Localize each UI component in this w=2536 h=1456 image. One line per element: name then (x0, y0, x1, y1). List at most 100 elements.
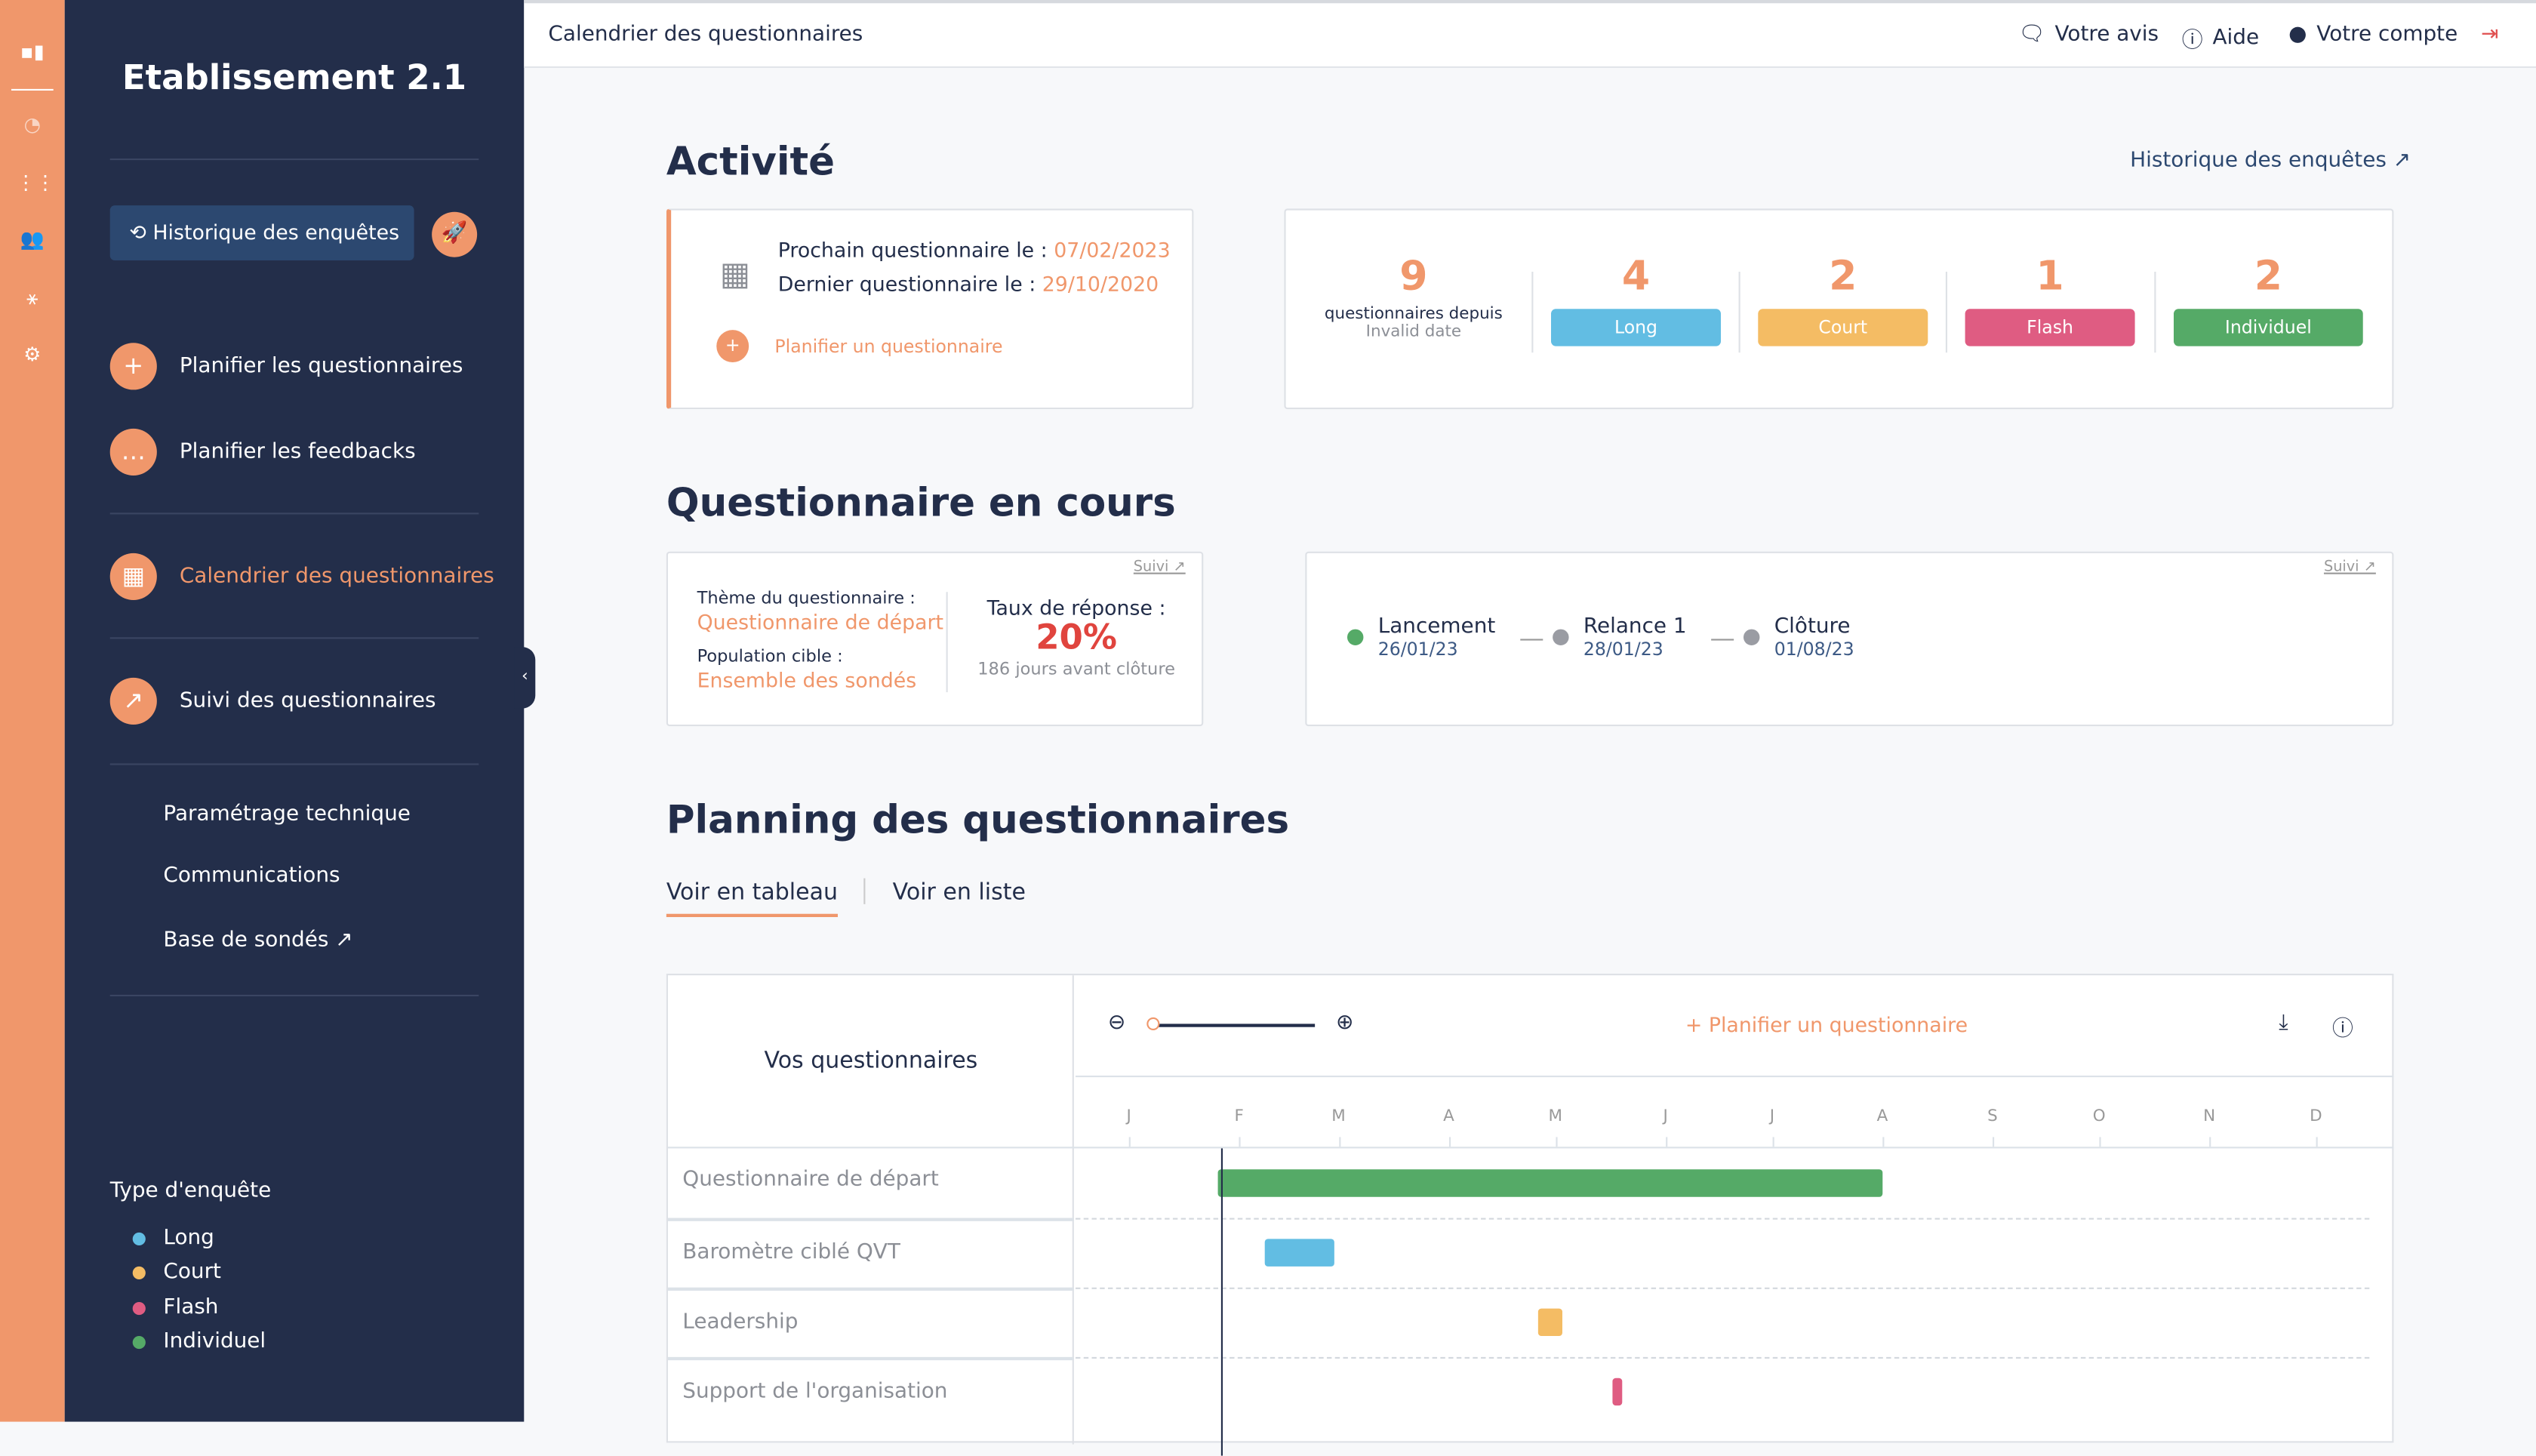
nav-respondents-base[interactable]: Base de sondés ↗ (163, 928, 352, 953)
gantt-row-label[interactable]: Questionnaire de départ (682, 1168, 939, 1193)
history-link[interactable]: Historique des enquêtes ↗ (2130, 149, 2411, 174)
month-label: J (1769, 1107, 1775, 1126)
gantt-row-label[interactable]: Leadership (668, 1287, 1074, 1357)
grid-icon[interactable]: ⋮⋮ (16, 171, 55, 195)
pie-chart-icon[interactable]: ◔ (23, 113, 42, 136)
nav-communications[interactable]: Communications (163, 863, 340, 888)
info-icon[interactable]: ⓘ (2332, 1017, 2353, 1042)
stat-court: 2 Court (1758, 211, 1928, 408)
gantt-row-label[interactable]: Support de l'organisation (668, 1356, 1074, 1427)
suivi-link[interactable]: Suivi ↗ (2323, 559, 2376, 576)
calendar-icon: ▦ (719, 254, 751, 293)
history-button[interactable]: ⟲ Historique des enquêtes (109, 205, 414, 260)
chat-icon: … (109, 427, 157, 475)
population-value: Ensemble des sondés (697, 668, 917, 693)
suivi-link[interactable]: Suivi ↗ (1133, 559, 1186, 576)
zoom-out-icon[interactable]: ⊖ (1107, 1011, 1126, 1036)
tab-table[interactable]: Voir en tableau (666, 880, 838, 917)
legend-item-court: Court (132, 1260, 221, 1284)
zoom-slider[interactable] (1153, 1024, 1316, 1027)
month-tick (1771, 1137, 1774, 1147)
user-icon: ● (2288, 23, 2307, 48)
stat-individuel: 2 Individuel (2174, 211, 2363, 408)
gantt-toolbar: ⊖ ⊕ + Planifier un questionnaire ⤓ ⓘ (1076, 975, 2394, 1078)
month-tick (2099, 1137, 2101, 1147)
month-tick (1555, 1137, 1557, 1147)
step-reminder: Relance 1 28/01/23 (1553, 614, 1687, 660)
gantt-bar[interactable] (1217, 1169, 1882, 1197)
legend-item-long: Long (132, 1226, 214, 1250)
help-icon: ⓘ (2181, 29, 2203, 54)
nav-plan-questionnaires[interactable]: + Planifier les questionnaires (109, 341, 463, 389)
feedback-link[interactable]: 🗨 Votre avis (2018, 23, 2159, 48)
nav-label: Calendrier des questionnaires (179, 563, 494, 588)
current-title: Questionnaire en cours (666, 480, 1176, 526)
current-questionnaire-card: Suivi ↗ Thème du questionnaire : Questio… (666, 551, 1204, 727)
month-tick (1128, 1137, 1131, 1147)
plan-questionnaire-button[interactable]: + Planifier un questionnaire (1685, 1012, 1968, 1037)
planning-title: Planning des questionnaires (666, 797, 1290, 843)
logout-icon[interactable]: ⇥ (2481, 23, 2499, 48)
next-label: Prochain questionnaire le : (777, 238, 1048, 263)
month-label: N (2203, 1107, 2216, 1126)
legend-title: Type d'enquête (109, 1179, 272, 1204)
activity-title: Activité (666, 139, 835, 185)
sidebar: Etablissement 2.1 ⟲ Historique des enquê… (64, 0, 525, 1422)
month-tick (1448, 1137, 1451, 1147)
nav-plan-feedbacks[interactable]: … Planifier les feedbacks (109, 427, 416, 476)
download-icon[interactable]: ⤓ (2279, 1011, 2288, 1036)
next-questionnaire-card: ▦ Prochain questionnaire le : 07/02/2023… (666, 208, 1194, 410)
establishment-title: Etablissement 2.1 (122, 58, 467, 97)
nav-tracking[interactable]: ↗ Suivi des questionnaires (109, 676, 436, 725)
plus-icon: + (716, 330, 749, 362)
calendar-icon: ▦ (109, 552, 157, 599)
gantt-bar[interactable] (1612, 1378, 1623, 1406)
view-tabs: Voir en tableau Voir en liste (666, 878, 1026, 917)
last-date: 29/10/2020 (1042, 272, 1159, 297)
gantt-bar[interactable] (1537, 1308, 1563, 1336)
plan-questionnaire-link[interactable]: + Planifier un questionnaire (716, 330, 1003, 362)
last-label: Dernier questionnaire le : (777, 272, 1036, 297)
gantt-bar[interactable] (1263, 1239, 1335, 1267)
rocket-button[interactable]: 🚀 (432, 211, 478, 257)
nav-label: Planifier les feedbacks (179, 439, 416, 463)
next-date: 07/02/2023 (1054, 238, 1171, 263)
month-tick (2316, 1137, 2318, 1147)
history-button-label: Historique des enquêtes (152, 220, 400, 245)
network-icon[interactable]: ⚹ (26, 286, 38, 309)
activity-stats-card: 9 questionnaires depuis Invalid date 4 Long… (1284, 208, 2394, 410)
nav-technical-settings[interactable]: Paramétrage technique (163, 802, 411, 827)
page-title: Calendrier des questionnaires (548, 23, 863, 48)
users-icon[interactable]: 👥 (20, 228, 45, 251)
nav-calendar[interactable]: ▦ Calendrier des questionnaires (109, 552, 494, 600)
month-tick (1239, 1137, 1241, 1147)
gantt-row-label[interactable]: Baromètre ciblé QVT (668, 1217, 1074, 1288)
nav-label: Suivi des questionnaires (179, 688, 436, 713)
step-close: Clôture 01/08/23 (1744, 614, 1854, 660)
tab-list[interactable]: Voir en liste (892, 879, 1026, 906)
month-label: D (2310, 1107, 2322, 1126)
month-tick (1882, 1137, 1885, 1147)
help-link[interactable]: ⓘ Aide (2181, 23, 2259, 54)
month-label: J (1126, 1107, 1131, 1126)
month-tick (1992, 1137, 1995, 1147)
gear-icon[interactable]: ⚙ (23, 343, 42, 366)
month-label: J (1663, 1107, 1668, 1126)
step-launch: Lancement 26/01/23 (1347, 614, 1495, 660)
collapse-sidebar-button[interactable]: ‹ (514, 647, 536, 709)
zoom-in-icon[interactable]: ⊕ (1336, 1011, 1354, 1036)
legend-item-flash: Flash (132, 1295, 218, 1320)
account-link[interactable]: ● Votre compte (2288, 23, 2458, 48)
app-rail: ▪▮ ◔ ⋮⋮ 👥 ⚹ ⚙ (0, 0, 65, 1422)
zoom-slider-handle[interactable] (1146, 1017, 1160, 1030)
chart-line-icon: ↗ (109, 676, 157, 724)
column-header: Vos questionnaires (764, 1048, 978, 1074)
stat-long: 4 Long (1551, 211, 1721, 408)
legend-item-individuel: Individuel (132, 1329, 266, 1354)
month-label: A (1876, 1107, 1888, 1126)
plus-icon: + (109, 342, 157, 389)
gantt-chart: Vos questionnaires ⊖ ⊕ + Planifier un qu… (666, 974, 2394, 1456)
rocket-icon: 🚀 (441, 221, 468, 246)
logo-icon[interactable]: ▪▮ (20, 40, 45, 63)
external-link-icon: ↗ (335, 928, 353, 953)
